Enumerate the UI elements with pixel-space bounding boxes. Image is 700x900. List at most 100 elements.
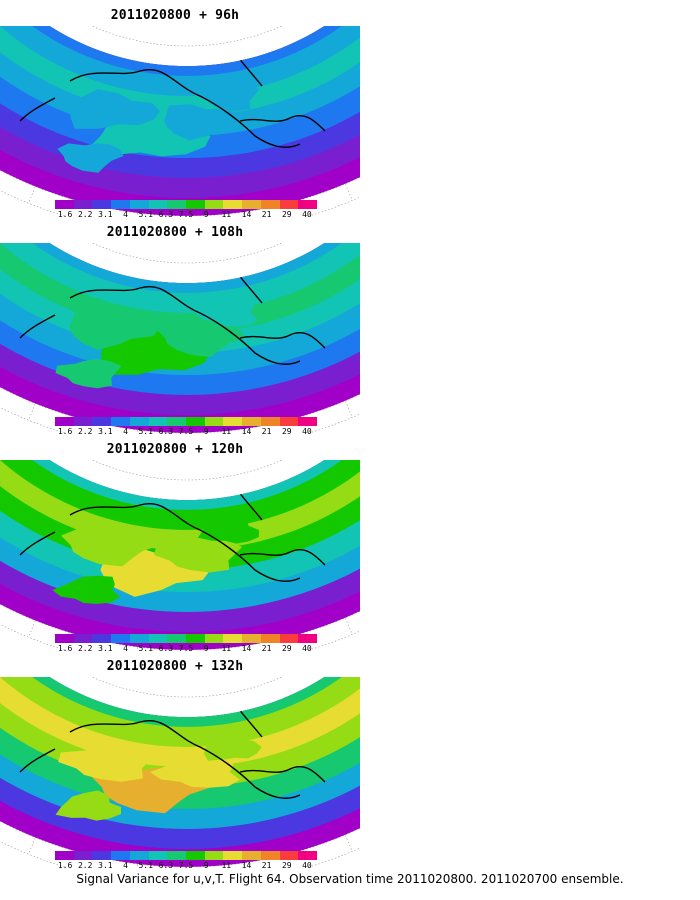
colorbar-tick-label: 21 xyxy=(261,644,272,653)
colorbar-tick-label: 7.5 xyxy=(178,644,194,653)
variance-patch xyxy=(156,323,245,358)
colorbar-tick-label: 2.2 xyxy=(77,861,93,870)
colorbar-tick-label: 4 xyxy=(123,861,128,870)
colorbar-swatch xyxy=(260,417,280,426)
variance-patch xyxy=(154,539,243,573)
colorbar-swatch xyxy=(73,200,93,209)
colorbar-tick-label: 5.1 xyxy=(138,210,153,219)
colorbar-swatch xyxy=(204,634,224,643)
colorbar-swatch xyxy=(260,634,280,643)
colorbar-tick-label: 6.3 xyxy=(158,861,174,870)
variance-map xyxy=(0,26,360,216)
colorbar-swatch xyxy=(129,634,149,643)
colorbar-tick-label: 14 xyxy=(241,427,252,436)
colorbar-tick-label: 6.3 xyxy=(158,210,174,219)
colorbar-swatch xyxy=(298,200,318,209)
colorbar-tick-label: 40 xyxy=(302,861,312,870)
colorbar-swatch xyxy=(92,851,112,860)
colorbar-swatch xyxy=(279,851,299,860)
colorbar-swatch xyxy=(242,634,261,643)
colorbar-swatch xyxy=(186,200,205,209)
variance-patch xyxy=(149,755,240,788)
colorbar-tick-label: 3.1 xyxy=(98,861,113,870)
colorbar-tick-label: 4 xyxy=(123,644,128,653)
colorbar-tick-label: 40 xyxy=(302,210,312,219)
variance-band xyxy=(0,460,360,550)
colorbar-swatch xyxy=(223,200,243,209)
colorbar-tick-label: 7.5 xyxy=(178,210,194,219)
colorbar-swatch xyxy=(55,200,74,209)
colorbar-tick-label: 2.2 xyxy=(77,644,93,653)
colorbar-swatch xyxy=(298,417,318,426)
colorbar-tick-label: 14 xyxy=(241,861,252,870)
colorbar-swatch xyxy=(111,634,130,643)
panel-title: 2011020800 + 96h xyxy=(110,8,240,23)
colorbar-tick-label: 9 xyxy=(203,644,209,653)
panel-title: 2011020800 + 132h xyxy=(106,659,244,674)
colorbar-labels: 1.6 2.2 3.1 4 5.1 6.3 7.5 9 11 14 21 29 40 xyxy=(55,210,317,220)
colorbar-tick-label: 21 xyxy=(261,427,272,436)
colorbar-tick-label: 11 xyxy=(221,644,232,653)
colorbar-tick-label: 11 xyxy=(221,427,232,436)
colorbar-tick-label: 14 xyxy=(241,210,252,219)
variance-patch xyxy=(69,309,160,350)
colorbar-tick-label: 1.6 xyxy=(57,427,73,436)
colorbar-swatch xyxy=(73,851,93,860)
colorbar-tick-label: 6.3 xyxy=(158,427,174,436)
map-panel: 2011020800 + 96h 1.6 2.2 3.1 4 5.1 6.3 7.5 9 11 14… xyxy=(0,4,700,221)
variance-band xyxy=(0,677,360,767)
colorbar-swatch xyxy=(242,851,261,860)
colorbar-swatch xyxy=(167,851,187,860)
colorbar-swatch xyxy=(111,417,130,426)
colorbar-tick-label: 40 xyxy=(302,644,312,653)
colorbar-tick-label: 29 xyxy=(281,861,292,870)
colorbar-tick-label: 11 xyxy=(221,861,232,870)
variance-band xyxy=(0,243,360,376)
variance-band xyxy=(0,26,360,116)
colorbar-labels: 1.6 2.2 3.1 4 5.1 6.3 7.5 9 11 14 21 29 40 xyxy=(55,644,317,654)
colorbar-swatch xyxy=(73,634,93,643)
colorbar-swatch xyxy=(204,851,224,860)
variance-patch xyxy=(61,528,161,567)
panel-title: 2011020800 + 120h xyxy=(106,442,244,457)
colorbar-swatch xyxy=(148,634,168,643)
colorbar-labels: 1.6 2.2 3.1 4 5.1 6.3 7.5 9 11 14 21 29 40 xyxy=(55,861,317,871)
colorbar-swatch xyxy=(92,634,112,643)
map-panel: 2011020800 + 132h 1.6 2.2 3.1 4 5.1 6.3 7.5 9 11 1… xyxy=(0,655,700,872)
colorbar-swatch xyxy=(260,200,280,209)
colorbar-swatch xyxy=(111,200,130,209)
colorbar-swatch xyxy=(186,417,205,426)
variance-band xyxy=(0,460,360,593)
colorbar-swatch xyxy=(242,417,261,426)
colorbar-tick-label: 3.1 xyxy=(98,427,113,436)
variance-band xyxy=(0,243,360,333)
colorbar-swatch xyxy=(260,851,280,860)
colorbar-tick-label: 4 xyxy=(123,210,128,219)
colorbar-tick-label: 29 xyxy=(281,427,292,436)
colorbar-swatch xyxy=(167,200,187,209)
colorbar-swatch xyxy=(223,634,243,643)
colorbar-swatch xyxy=(55,851,74,860)
colorbar-tick-label: 7.5 xyxy=(178,861,194,870)
colorbar-swatch xyxy=(186,634,205,643)
colorbar-swatch xyxy=(148,417,168,426)
colorbar-swatch xyxy=(55,417,74,426)
variance-band xyxy=(0,677,360,787)
colorbar-tick-label: 21 xyxy=(261,210,272,219)
colorbar-tick-label: 9 xyxy=(203,210,209,219)
colorbar-swatch xyxy=(242,200,261,209)
variance-patch xyxy=(69,89,160,129)
colorbar-tick-label: 5.1 xyxy=(138,644,153,653)
variance-map xyxy=(0,460,360,650)
colorbar-tick-label: 6.3 xyxy=(158,644,174,653)
colorbar-tick-label: 2.2 xyxy=(77,427,93,436)
variance-patch xyxy=(197,513,259,544)
variance-patch xyxy=(203,730,262,761)
panel-title: 2011020800 + 108h xyxy=(106,225,244,240)
colorbar-swatch xyxy=(92,200,112,209)
colorbar-tick-label: 3.1 xyxy=(98,644,113,653)
figure-caption: Signal Variance for u,v,T. Flight 64. Ob… xyxy=(76,872,624,886)
variance-patch xyxy=(55,790,121,821)
variance-map xyxy=(0,243,360,433)
variance-map xyxy=(0,677,360,867)
